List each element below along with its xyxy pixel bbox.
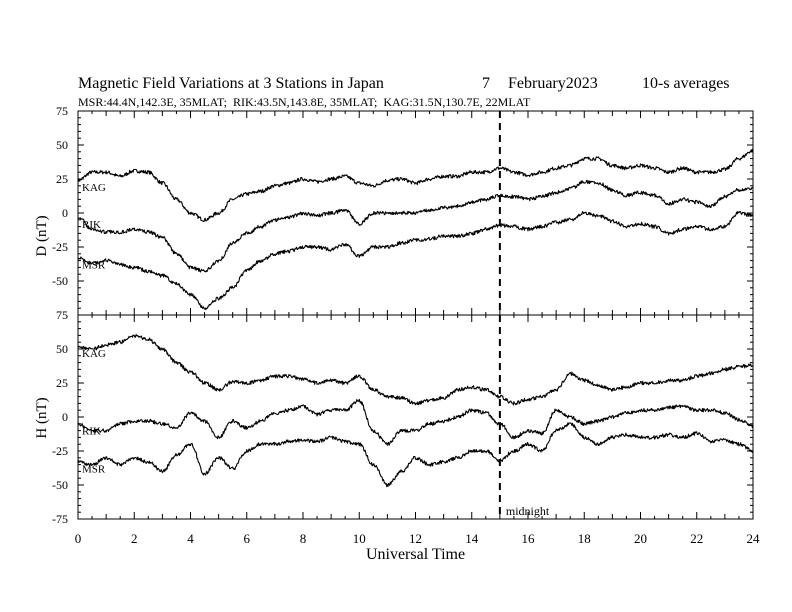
series-label-msr: MSR (82, 260, 106, 272)
x-tick-label: 8 (300, 531, 307, 546)
x-tick-label: 18 (578, 531, 591, 546)
y-tick-label: 75 (56, 104, 68, 118)
series-rik-D (77, 179, 754, 273)
x-tick-label: 10 (353, 531, 366, 546)
series-label-rik: RIK (82, 219, 101, 231)
panel-H-frame (77, 314, 754, 520)
series-label-kag: KAG (82, 348, 106, 360)
series-kag-D (77, 148, 754, 223)
y-tick-label: -25 (52, 240, 68, 254)
y-tick-label: 75 (56, 308, 68, 322)
y-tick-label: 0 (62, 410, 68, 424)
x-axis-label: Universal Time (366, 546, 465, 563)
series-msr-D (77, 210, 754, 311)
x-tick-label: 14 (465, 531, 479, 546)
x-tick-label: 4 (187, 531, 194, 546)
x-tick-label: 20 (634, 531, 647, 546)
x-tick-label: 2 (131, 531, 138, 546)
series-label-rik: RIK (82, 426, 101, 438)
y-axis-label: H (nT) (34, 397, 50, 438)
y-axis-label: D (nT) (34, 215, 50, 256)
y-tick-label: 25 (56, 376, 68, 390)
chart-title: Magnetic Field Variations at 3 Stations … (78, 75, 384, 92)
series-label-msr: MSR (82, 464, 106, 476)
y-tick-label: -25 (52, 444, 68, 458)
y-tick-label: -50 (52, 478, 68, 492)
y-tick-label: -50 (52, 274, 68, 288)
x-tick-label: 24 (747, 531, 761, 546)
midnight-label: midnight (506, 504, 550, 518)
series-rik-H (77, 398, 754, 446)
series-msr-H (77, 422, 754, 488)
stations-info: MSR:44.4N,142.3E, 35MLAT; RIK:43.5N,143.… (78, 95, 531, 109)
series-label-kag: KAG (82, 182, 106, 194)
series-kag-H (77, 334, 754, 406)
y-tick-label: -75 (52, 512, 68, 526)
x-tick-label: 16 (522, 531, 536, 546)
x-tick-label: 12 (409, 531, 422, 546)
y-tick-label: 25 (56, 172, 68, 186)
chart-day: 7 (482, 75, 490, 92)
y-tick-label: 50 (56, 342, 68, 356)
x-tick-label: 6 (244, 531, 251, 546)
x-tick-label: 22 (690, 531, 703, 546)
y-tick-label: 50 (56, 138, 68, 152)
chart-averaging: 10-s averages (642, 75, 730, 92)
x-tick-label: 0 (75, 531, 82, 546)
chart-month-year: February2023 (508, 75, 598, 92)
y-tick-label: 0 (62, 206, 68, 220)
